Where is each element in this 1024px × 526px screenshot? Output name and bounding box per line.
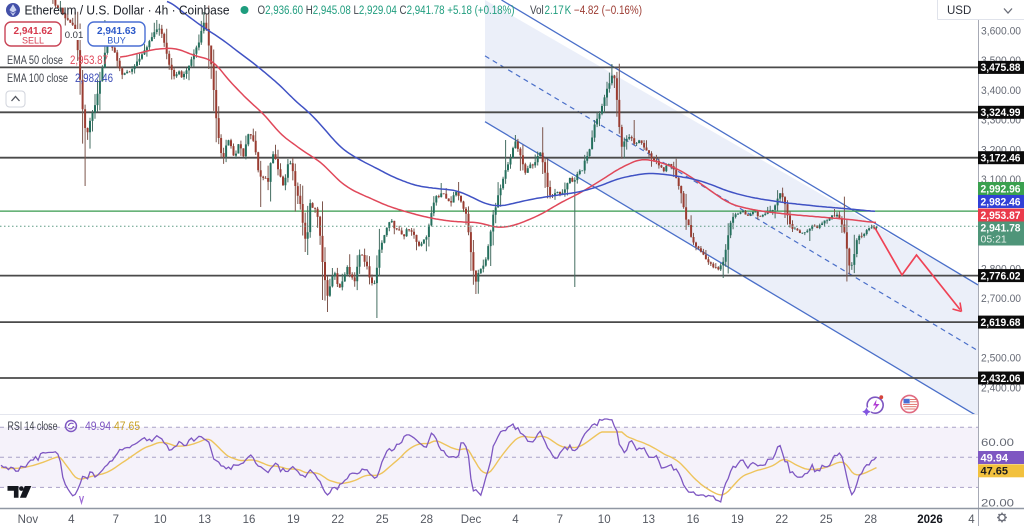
svg-text:3,475.88: 3,475.88 <box>981 62 1021 74</box>
svg-text:47.65: 47.65 <box>114 421 140 433</box>
svg-text:10: 10 <box>154 514 167 526</box>
svg-text:3,324.99: 3,324.99 <box>981 107 1021 119</box>
svg-text:25: 25 <box>376 514 389 526</box>
svg-text:7: 7 <box>113 514 119 526</box>
svg-text:2,941.63: 2,941.63 <box>97 26 136 37</box>
svg-text:28: 28 <box>864 514 877 526</box>
svg-text:2,776.02: 2,776.02 <box>981 270 1021 282</box>
svg-text:49.94: 49.94 <box>85 421 112 433</box>
svg-text:2,619.68: 2,619.68 <box>981 317 1021 329</box>
svg-text:10: 10 <box>598 514 611 526</box>
svg-text:16: 16 <box>687 514 700 526</box>
svg-text:EMA 100 close: EMA 100 close <box>7 73 68 85</box>
svg-text:19: 19 <box>287 514 300 526</box>
svg-text:3,172.46: 3,172.46 <box>981 153 1021 165</box>
svg-text:2,992.96: 2,992.96 <box>981 183 1021 195</box>
svg-text:4: 4 <box>68 514 75 526</box>
svg-text:BUY: BUY <box>107 36 126 46</box>
svg-text:13: 13 <box>642 514 655 526</box>
svg-text:Nov: Nov <box>18 514 39 526</box>
svg-text:RSI 14 close: RSI 14 close <box>8 421 58 433</box>
svg-text:7: 7 <box>557 514 563 526</box>
svg-text:22: 22 <box>775 514 788 526</box>
svg-text:2,982.46: 2,982.46 <box>75 73 113 85</box>
svg-text:0.01: 0.01 <box>65 30 84 41</box>
svg-text:2,953.87: 2,953.87 <box>981 210 1021 222</box>
svg-text:EMA 50 close: EMA 50 close <box>7 55 63 67</box>
svg-text:4: 4 <box>968 514 975 526</box>
svg-text:2,500.00: 2,500.00 <box>981 353 1021 365</box>
svg-text:2,982.46: 2,982.46 <box>981 196 1021 208</box>
svg-text:2,700.00: 2,700.00 <box>981 293 1021 305</box>
svg-text:2026: 2026 <box>917 514 943 526</box>
svg-text:2,941.62: 2,941.62 <box>14 26 53 37</box>
svg-text:16: 16 <box>243 514 256 526</box>
svg-text:3,600.00: 3,600.00 <box>981 25 1021 37</box>
svg-text:13: 13 <box>198 514 211 526</box>
svg-text:19: 19 <box>731 514 744 526</box>
svg-text:20.00: 20.00 <box>981 497 1014 509</box>
svg-text:4: 4 <box>512 514 519 526</box>
svg-text:05:21: 05:21 <box>981 234 1007 246</box>
svg-text:3,400.00: 3,400.00 <box>981 85 1021 97</box>
svg-text:SELL: SELL <box>22 36 44 46</box>
svg-text:Ethereum / U.S. Dollar · 4h ·: Ethereum / U.S. Dollar · 4h · Coinbase <box>25 4 230 18</box>
svg-text:60.00: 60.00 <box>981 437 1014 449</box>
svg-text:22: 22 <box>331 514 344 526</box>
svg-text:2,953.87: 2,953.87 <box>70 55 108 67</box>
svg-text:2,400.00: 2,400.00 <box>981 382 1021 394</box>
svg-text:25: 25 <box>820 514 833 526</box>
svg-text:Vol 2.17 K −4.82 (−0.16%): Vol 2.17 K −4.82 (−0.16%) <box>530 5 642 17</box>
svg-text:28: 28 <box>420 514 433 526</box>
svg-text:47.65: 47.65 <box>981 466 1009 478</box>
svg-text:2,941.78: 2,941.78 <box>981 223 1021 235</box>
svg-text:49.94: 49.94 <box>981 452 1009 464</box>
svg-text:USD: USD <box>947 5 971 17</box>
svg-text:2,432.06: 2,432.06 <box>981 373 1021 385</box>
svg-text:Dec: Dec <box>461 514 482 526</box>
svg-text:O2,936.60 H2,945.08 L2,929.04: O2,936.60 H2,945.08 L2,929.04 C2,941.78 … <box>258 5 515 17</box>
